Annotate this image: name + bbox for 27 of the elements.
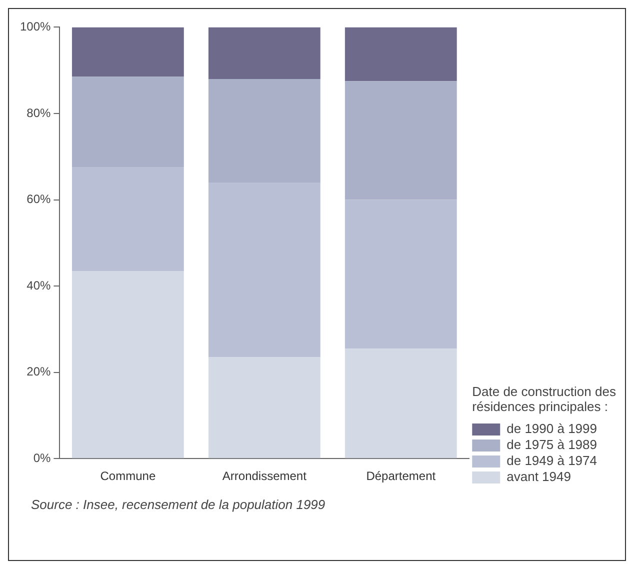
- y-tick-label: 60%: [26, 192, 52, 206]
- bar: [208, 27, 320, 79]
- bar: [72, 167, 184, 271]
- y-tick-label: 80%: [26, 106, 52, 120]
- bar: [72, 76, 184, 168]
- legend-label: avant 1949: [506, 469, 571, 484]
- x-tick-label: Arrondissement: [222, 469, 308, 484]
- y-tick-label: 40%: [26, 278, 52, 292]
- source-note: Source : Insee, recensement de la population 1999: [31, 497, 326, 512]
- x-tick-label: Département: [366, 469, 436, 484]
- y-tick-label: 0%: [33, 450, 52, 465]
- legend-label: de 1975 à 1989: [506, 437, 598, 452]
- bar: [344, 200, 457, 349]
- bar: [72, 270, 184, 458]
- legend-title: Date de construction des résidences principales :: [472, 384, 616, 414]
- legend-label: de 1949 à 1974: [506, 453, 598, 468]
- legend-label: de 1990 à 1999: [506, 421, 598, 436]
- bar: [208, 78, 320, 183]
- bar: [344, 348, 457, 458]
- x-tick-label: Commune: [100, 469, 156, 484]
- bar: [344, 27, 457, 82]
- bar: [208, 182, 320, 358]
- y-tick-label: 20%: [26, 364, 52, 379]
- bar: [208, 357, 320, 458]
- bar: [72, 27, 184, 77]
- y-tick-label: 100%: [20, 20, 52, 34]
- bar: [344, 81, 457, 200]
